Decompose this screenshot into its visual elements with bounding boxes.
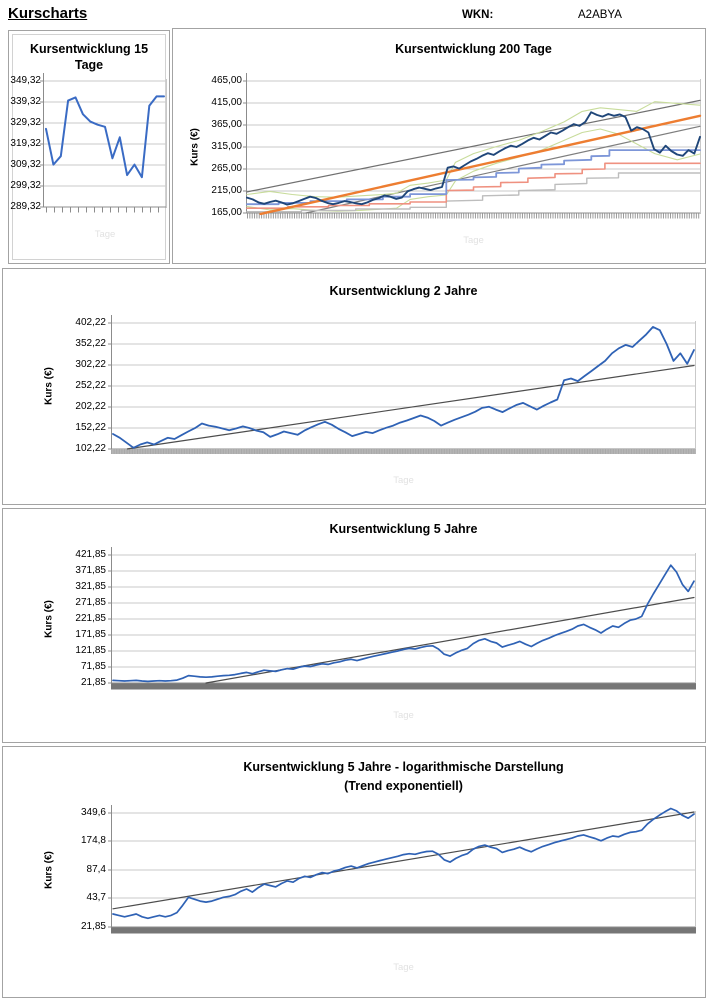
- y-tick-label: 202,22: [75, 401, 106, 412]
- x-axis-watermark: Tage: [393, 475, 414, 486]
- series-kurs: [112, 564, 695, 683]
- chart-canvas: [243, 73, 702, 219]
- x-axis-watermark: Tage: [393, 962, 414, 973]
- y-tick-label: 102,22: [75, 443, 106, 454]
- series-kurs: [112, 325, 695, 449]
- y-tick-label: 289,32: [10, 201, 41, 212]
- y-tick-label: 221,85: [75, 613, 106, 624]
- y-tick-label: 43,7: [86, 892, 106, 903]
- y-tick-label: 421,85: [75, 549, 106, 560]
- y-tick-label: 365,00: [211, 119, 242, 130]
- y-tick-label: 299,32: [10, 180, 41, 191]
- y-tick-label: 171,85: [75, 629, 106, 640]
- chart-panel-5-jahre: Kursentwicklung 5 Jahre Kurs (€) Tage 42…: [2, 508, 706, 743]
- y-tick-label: 152,22: [75, 422, 106, 433]
- y-tick-label: 465,00: [211, 75, 242, 86]
- series-kurs: [45, 95, 165, 179]
- y-tick-label: 329,32: [10, 117, 41, 128]
- chart-canvas: [108, 315, 696, 454]
- y-tick-label: 215,00: [211, 185, 242, 196]
- y-tick-label: 265,00: [211, 163, 242, 174]
- chart-panel-2-jahre: Kursentwicklung 2 Jahre Kurs (€) Tage 40…: [2, 268, 706, 505]
- series-kurs: [112, 807, 695, 920]
- y-tick-label: 174,8: [80, 835, 106, 846]
- x-axis-watermark: Tage: [94, 229, 116, 240]
- chart-title: Kursentwicklung 15 Tage: [29, 42, 149, 73]
- y-tick-label: 339,32: [10, 96, 41, 107]
- chart-canvas: [108, 547, 696, 690]
- x-axis-watermark: Tage: [463, 235, 484, 246]
- series-band-unten: [246, 128, 701, 212]
- y-tick-label: 302,22: [75, 359, 106, 370]
- chart-subtitle: (Trend exponentiell): [344, 779, 463, 793]
- chart-title: Kursentwicklung 2 Jahre: [329, 284, 478, 298]
- page-title: Kurscharts: [8, 5, 88, 22]
- y-tick-label: 309,32: [10, 159, 41, 170]
- chart-title: Kursentwicklung 5 Jahre: [329, 522, 478, 536]
- y-tick-label: 349,32: [10, 75, 41, 86]
- y-tick-label: 315,00: [211, 141, 242, 152]
- y-tick-label: 352,22: [75, 338, 106, 349]
- y-tick-label: 252,22: [75, 380, 106, 391]
- series-trend-exponentiell: [112, 811, 695, 910]
- series-trend-linear: [126, 364, 695, 450]
- x-axis-watermark: Tage: [393, 710, 414, 721]
- y-tick-label: 349,6: [80, 807, 106, 818]
- wkn-value: A2ABYA: [578, 9, 622, 21]
- y-tick-label: 371,85: [75, 565, 106, 576]
- chart-panel-15-tage: Kursentwicklung 15 Tage Tage 349,32 339,3…: [8, 30, 170, 264]
- chart-canvas: [40, 73, 167, 213]
- chart-panel-5-jahre-log: Kursentwicklung 5 Jahre - logarithmische…: [2, 746, 706, 998]
- series-stufe-blau: [246, 149, 701, 206]
- y-tick-label: 21,85: [80, 921, 106, 932]
- y-tick-label: 271,85: [75, 597, 106, 608]
- y-tick-label: 165,00: [211, 207, 242, 218]
- y-tick-label: 402,22: [75, 317, 106, 328]
- y-tick-label: 415,00: [211, 97, 242, 108]
- y-tick-label: 319,32: [10, 138, 41, 149]
- wkn-label: WKN:: [462, 9, 494, 21]
- series-stufe-rot: [246, 162, 701, 209]
- series-kurs: [246, 111, 701, 206]
- y-tick-label: 321,85: [75, 581, 106, 592]
- chart-title: Kursentwicklung 5 Jahre - logarithmische…: [243, 760, 564, 774]
- series-trend-linear: [259, 114, 702, 216]
- y-tick-label: 21,85: [80, 677, 106, 688]
- y-tick-label: 71,85: [80, 661, 106, 672]
- series-stufe-grau: [246, 172, 701, 213]
- chart-canvas: [108, 805, 696, 934]
- y-tick-label: 121,85: [75, 645, 106, 656]
- chart-panel-200-tage: Kursentwicklung 200 Tage Kurs (€) Tage 4…: [172, 28, 706, 264]
- chart-title: Kursentwicklung 200 Tage: [395, 42, 552, 56]
- y-tick-label: 87,4: [86, 864, 106, 875]
